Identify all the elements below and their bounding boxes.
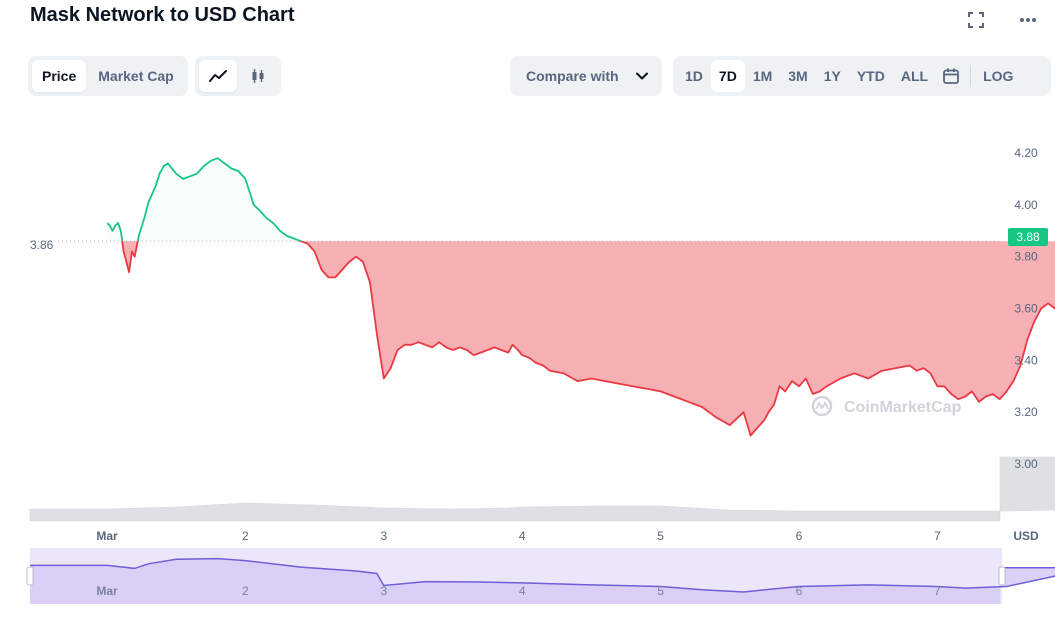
y-tick-label: 3.60 bbox=[1014, 302, 1038, 316]
y-tick-label: 3.40 bbox=[1014, 353, 1038, 367]
navigator-handle-right[interactable] bbox=[998, 566, 1006, 586]
y-tick-label: 4.00 bbox=[1014, 198, 1038, 212]
calendar-icon bbox=[943, 68, 959, 84]
navigator-handle-left[interactable] bbox=[26, 566, 34, 586]
range-1y[interactable]: 1Y bbox=[823, 68, 841, 84]
compare-with-dropdown[interactable]: Compare with bbox=[510, 56, 662, 96]
x-tick-label: 6 bbox=[796, 529, 803, 543]
watermark-text: CoinMarketCap bbox=[844, 399, 962, 416]
price-line-below bbox=[121, 241, 1055, 437]
calendar-button[interactable] bbox=[936, 60, 966, 92]
navigator-tick-label: 7 bbox=[934, 584, 941, 598]
watermark-mark bbox=[815, 401, 829, 410]
watermark: CoinMarketCap bbox=[811, 395, 962, 417]
line-chart-button[interactable] bbox=[199, 60, 237, 92]
chart-type-tabs: Price Market Cap bbox=[28, 56, 188, 96]
chevron-down-icon bbox=[636, 72, 648, 80]
navigator-ticks: Mar 2 3 4 5 6 7 bbox=[96, 584, 941, 598]
y-axis-ticks: 4.20 4.00 3.80 3.60 3.40 3.20 3.00 bbox=[1014, 146, 1038, 471]
price-area-below bbox=[122, 241, 1055, 436]
candlestick-icon bbox=[252, 69, 264, 83]
line-chart-icon bbox=[209, 70, 227, 82]
chart-style-toggle bbox=[195, 56, 281, 96]
range-navigator: Mar 2 3 4 5 6 7 bbox=[26, 548, 1055, 604]
navigator-tick-label: 6 bbox=[796, 584, 803, 598]
current-price-label: 3.88 bbox=[1016, 230, 1040, 244]
price-area-above bbox=[107, 158, 1055, 242]
x-tick-label: 4 bbox=[519, 529, 526, 543]
navigator-area bbox=[30, 558, 1055, 604]
coinmarketcap-logo-icon bbox=[811, 395, 833, 417]
x-tick-label: 5 bbox=[657, 529, 664, 543]
fullscreen-icon[interactable] bbox=[964, 8, 988, 32]
current-price-badge bbox=[1008, 228, 1048, 246]
more-icon[interactable] bbox=[1016, 8, 1040, 32]
navigator-tick-label: 3 bbox=[380, 584, 387, 598]
range-ytd[interactable]: YTD bbox=[856, 68, 885, 84]
y-tick-label: 3.00 bbox=[1014, 457, 1038, 471]
x-tick-label: Mar bbox=[96, 529, 118, 543]
volume-bars bbox=[29, 456, 1055, 522]
candlestick-button[interactable] bbox=[239, 60, 277, 92]
price-line-above bbox=[106, 157, 304, 242]
compare-with-label: Compare with bbox=[526, 68, 619, 84]
range-1m[interactable]: 1M bbox=[752, 68, 773, 84]
navigator-tick-label: 5 bbox=[657, 584, 664, 598]
navigator-tick-label: 4 bbox=[519, 584, 526, 598]
page-title: Mask Network to USD Chart bbox=[30, 4, 295, 26]
navigator-tick-label: Mar bbox=[96, 584, 118, 598]
x-tick-label: 2 bbox=[242, 529, 249, 543]
range-3m[interactable]: 3M bbox=[788, 68, 808, 84]
x-tick-label: 7 bbox=[934, 529, 941, 543]
tab-price[interactable]: Price bbox=[32, 60, 87, 92]
y-tick-label: 4.20 bbox=[1014, 146, 1038, 160]
volume-area bbox=[29, 456, 1055, 522]
range-divider bbox=[970, 65, 972, 87]
baseline-label: 3.86 bbox=[30, 238, 54, 252]
navigator-tick-label: 2 bbox=[242, 584, 249, 598]
x-axis-ticks: Mar 2 3 4 5 6 7 bbox=[96, 529, 941, 543]
tab-market-cap[interactable]: Market Cap bbox=[98, 68, 174, 84]
x-tick-label: 3 bbox=[380, 529, 387, 543]
y-tick-label: 3.80 bbox=[1014, 250, 1038, 264]
log-scale-button[interactable]: LOG bbox=[983, 68, 1014, 84]
y-axis-unit-label: USD bbox=[1013, 529, 1039, 543]
range-7d[interactable]: 7D bbox=[710, 60, 745, 92]
range-1d[interactable]: 1D bbox=[685, 68, 703, 84]
navigator-line bbox=[30, 557, 1055, 593]
range-all[interactable]: ALL bbox=[900, 68, 929, 84]
y-tick-label: 3.20 bbox=[1014, 405, 1038, 419]
time-range-selector: 1D 7D 1M 3M 1Y YTD ALL LOG bbox=[673, 56, 1051, 96]
